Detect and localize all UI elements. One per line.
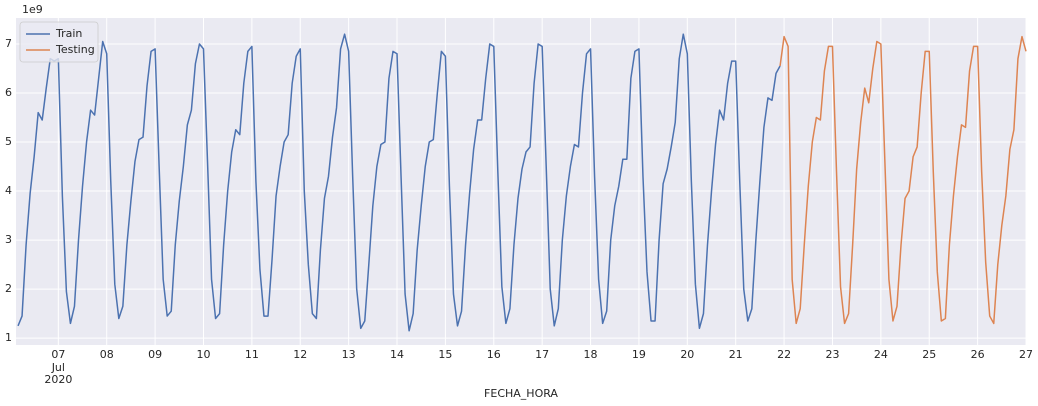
x-tick-label: 24 — [874, 348, 888, 361]
x-tick-label: 27 — [1019, 348, 1033, 361]
x-tick-label: 20 — [680, 348, 694, 361]
x-tick-label: 18 — [584, 348, 598, 361]
y-tick-label: 7 — [5, 37, 12, 50]
x-tick-label: 14 — [390, 348, 404, 361]
x-tick-label: 25 — [922, 348, 936, 361]
y-tick-label: 3 — [5, 233, 12, 246]
x-tick-label: 21 — [729, 348, 743, 361]
y-tick-label: 1 — [5, 331, 12, 344]
x-tick-label: 08 — [100, 348, 114, 361]
x-tick-label: 11 — [245, 348, 259, 361]
y-tick-label: 6 — [5, 86, 12, 99]
x-tick-label: 17 — [535, 348, 549, 361]
x-tick-label: 23 — [825, 348, 839, 361]
legend-box — [19, 21, 99, 63]
x-tick-label: 12 — [293, 348, 307, 361]
data-line — [779, 35, 1027, 325]
y-tick-label: 2 — [5, 282, 12, 295]
x-tick-label: 10 — [196, 348, 210, 361]
x-axis-label: FECHA_HORA — [484, 387, 558, 400]
y-tick-label: 4 — [5, 184, 12, 197]
x-tick-label: 19 — [632, 348, 646, 361]
data-line — [17, 33, 781, 332]
lines — [17, 33, 1027, 332]
x-tick-label: 15 — [438, 348, 452, 361]
x-tick-label: 16 — [487, 348, 501, 361]
legend: Train Testing — [19, 21, 99, 63]
x-tick-label: 22 — [777, 348, 791, 361]
x-tick-label: 07 — [51, 348, 65, 361]
x-tick-label: 26 — [971, 348, 985, 361]
legend-label: Train — [55, 27, 82, 40]
y-tick-label: 5 — [5, 135, 12, 148]
x-tick-label: 13 — [342, 348, 356, 361]
legend-label: Testing — [55, 43, 95, 56]
y-offset-label: 1e9 — [22, 3, 43, 16]
x-tick-label: 09 — [148, 348, 162, 361]
x-tick-sublabel: Jul — [51, 361, 65, 374]
x-tick-sublabel: 2020 — [44, 373, 72, 386]
